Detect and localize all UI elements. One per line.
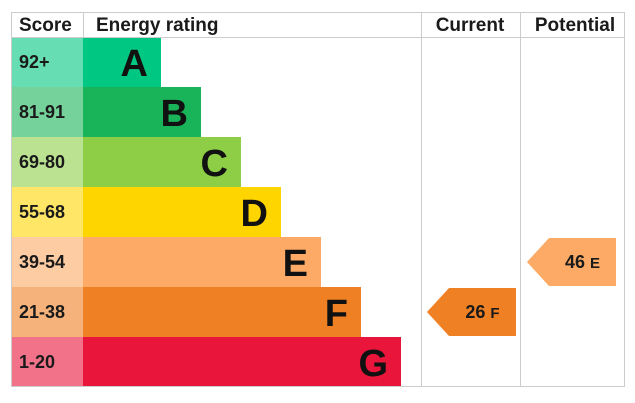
header-current: Current <box>436 15 505 36</box>
rating-bar-a <box>83 37 161 87</box>
rating-letter-d: D <box>241 193 268 235</box>
rating-bar-b <box>83 87 201 137</box>
current-rating-label: 26 F <box>465 302 499 322</box>
rating-bar-d <box>83 187 281 237</box>
score-label-a: 92+ <box>19 52 50 72</box>
score-label-d: 55-68 <box>19 202 65 222</box>
rating-bands: 92+ A 81-91 B 69-80 C 55-68 D 39-54 E 21-38 F 1-20 G <box>12 37 401 387</box>
rating-arrows: 26 F 46 E <box>427 238 616 336</box>
rating-letter-a: A <box>121 43 148 85</box>
rating-letter-e: E <box>283 243 308 285</box>
score-label-g: 1-20 <box>19 352 55 372</box>
score-label-e: 39-54 <box>19 252 65 272</box>
score-cell-d <box>12 187 83 237</box>
score-cell-c <box>12 137 83 187</box>
score-cell-e <box>12 237 83 287</box>
rating-letter-g: G <box>358 343 388 385</box>
header-potential: Potential <box>535 15 615 36</box>
current-rating-arrow <box>427 288 516 336</box>
score-cell-g <box>12 337 83 387</box>
rating-letter-b: B <box>161 93 188 135</box>
chart-frame <box>11 12 625 387</box>
rating-bar-c <box>83 137 241 187</box>
score-label-f: 21-38 <box>19 302 65 322</box>
header-energy-rating: Energy rating <box>96 15 218 36</box>
score-cell-a <box>12 37 83 87</box>
rating-bar-f <box>83 287 361 337</box>
potential-rating-label: 46 E <box>565 252 600 272</box>
rating-bar-g <box>83 337 401 387</box>
potential-rating-arrow <box>527 238 616 286</box>
rating-letter-f: F <box>325 293 348 335</box>
score-label-b: 81-91 <box>19 102 65 122</box>
score-label-c: 69-80 <box>19 152 65 172</box>
rating-bar-e <box>83 237 321 287</box>
score-cell-f <box>12 287 83 337</box>
rating-letter-c: C <box>201 143 228 185</box>
score-cell-b <box>12 87 83 137</box>
header-score: Score <box>19 15 72 36</box>
